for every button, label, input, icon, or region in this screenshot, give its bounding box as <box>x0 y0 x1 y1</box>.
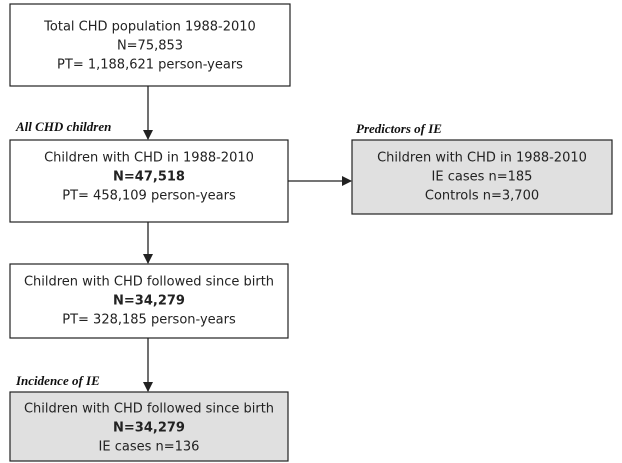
node-text: Children with CHD followed since birth <box>24 275 274 290</box>
node-text: Controls n=3,700 <box>425 189 539 204</box>
node-text: N=34,279 <box>113 421 185 436</box>
node-text: Total CHD population 1988-2010 <box>43 20 256 35</box>
node-text: PT= 458,109 person-years <box>62 189 236 204</box>
node-text: IE cases n=185 <box>432 170 533 185</box>
node-box <box>9 139 289 223</box>
node-box <box>9 263 289 339</box>
node-text: Children with CHD followed since birth <box>24 402 274 417</box>
node-text: N=47,518 <box>113 170 185 185</box>
node-text: PT= 1,188,621 person-years <box>57 58 243 73</box>
section-label: Incidence of IE <box>15 373 100 388</box>
node-text: Children with CHD in 1988-2010 <box>44 151 254 166</box>
section-label: All CHD children <box>15 119 111 134</box>
node-text: PT= 328,185 person-years <box>62 313 236 328</box>
node-box <box>9 3 291 87</box>
node-text: N=75,853 <box>117 39 183 54</box>
node-text: N=34,279 <box>113 294 185 309</box>
node-box <box>351 139 613 215</box>
node-text: IE cases n=136 <box>99 440 200 455</box>
node-box <box>9 391 289 462</box>
node-text: Children with CHD in 1988-2010 <box>377 151 587 166</box>
section-label: Predictors of IE <box>356 121 442 136</box>
